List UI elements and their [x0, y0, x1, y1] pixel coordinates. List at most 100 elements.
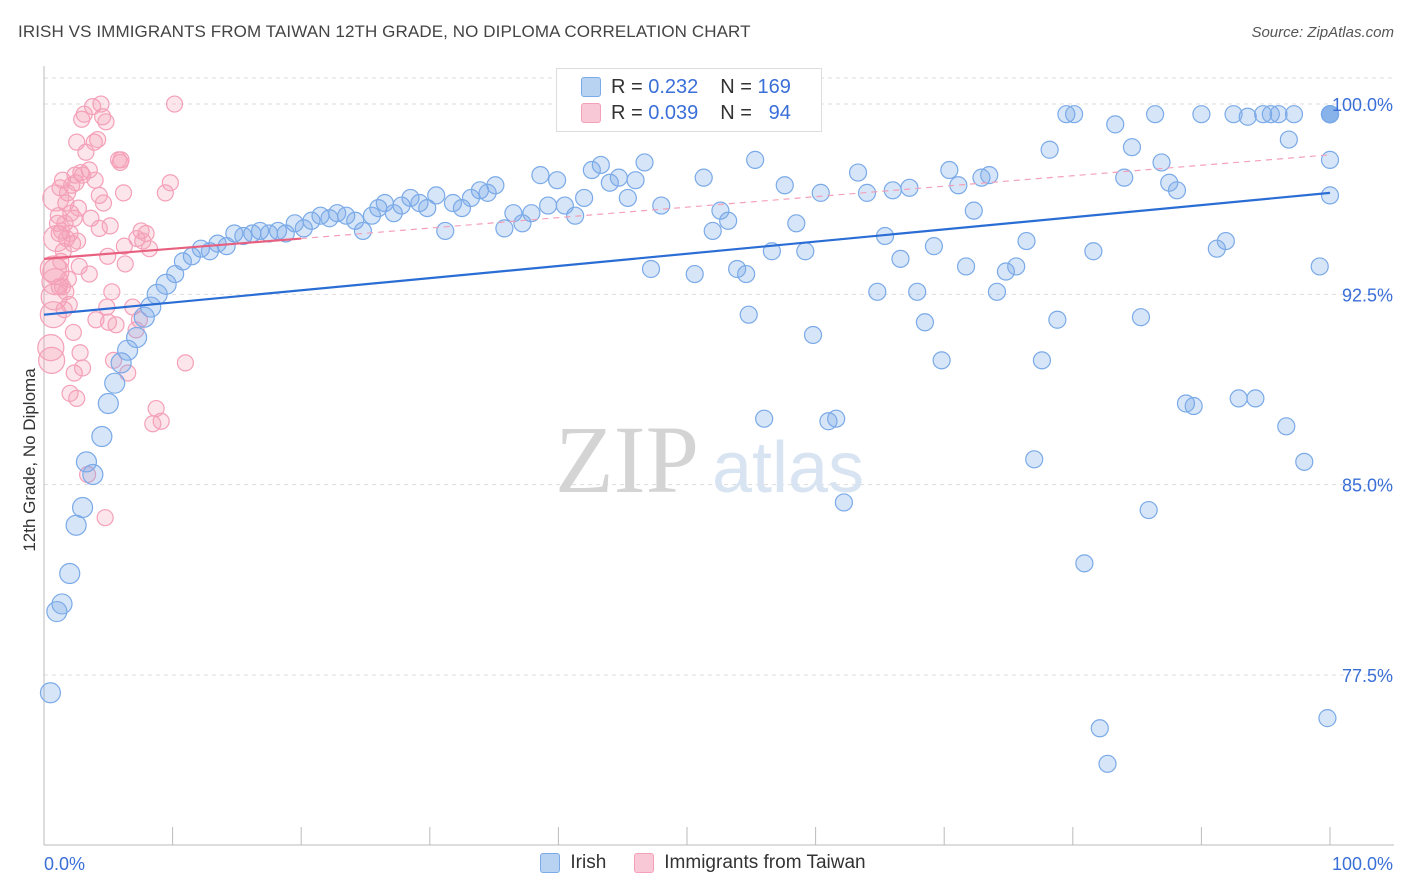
- taiwan-point: [116, 255, 134, 273]
- irish-point: [609, 168, 628, 187]
- irish-point: [1238, 107, 1257, 126]
- taiwan-point: [111, 153, 129, 172]
- legend-row-irish: R = 0.232 N = 169: [581, 75, 791, 99]
- taiwan-point: [115, 237, 133, 255]
- taiwan-trend-line: [43, 237, 302, 260]
- irish-point: [1269, 105, 1288, 124]
- taiwan-point: [101, 217, 119, 235]
- irish-point: [1229, 389, 1248, 408]
- irish-point: [1106, 115, 1125, 134]
- irish-point: [82, 463, 104, 486]
- irish-point: [1131, 308, 1151, 327]
- irish-point: [900, 178, 919, 197]
- taiwan-point: [98, 298, 116, 316]
- legend-label-irish: Irish: [570, 852, 607, 873]
- taiwan-point: [87, 311, 105, 329]
- taiwan-point: [39, 255, 67, 283]
- irish-point: [728, 259, 747, 279]
- irish-point: [719, 211, 738, 230]
- irish-point: [346, 211, 365, 230]
- legend-r-label-irish: R =: [611, 75, 643, 98]
- irish-point: [1064, 105, 1084, 124]
- y-tick-label: 100.0%: [1332, 95, 1393, 115]
- irish-point: [1261, 105, 1280, 124]
- irish-point: [436, 221, 455, 241]
- irish-point: [924, 237, 944, 256]
- irish-point: [775, 176, 794, 195]
- taiwan-point: [65, 209, 83, 227]
- irish-point: [1310, 257, 1329, 276]
- irish-point: [1017, 231, 1036, 251]
- irish-point: [787, 214, 806, 233]
- irish-point: [495, 219, 514, 238]
- irish-point: [1098, 754, 1117, 773]
- taiwan-point: [69, 199, 88, 217]
- x-tick-label: 0.0%: [44, 854, 85, 874]
- taiwan-point: [176, 354, 194, 372]
- irish-point: [539, 196, 558, 215]
- taiwan-point: [114, 184, 133, 202]
- taiwan-point: [65, 364, 83, 382]
- irish-point: [133, 306, 155, 328]
- irish-point: [915, 313, 935, 332]
- irish-point: [337, 206, 356, 225]
- irish-point: [1279, 130, 1298, 149]
- irish-point: [618, 188, 637, 208]
- taiwan-point: [86, 171, 104, 189]
- irish-point: [1192, 105, 1211, 124]
- irish-point: [1025, 450, 1044, 469]
- irish-point: [685, 264, 704, 284]
- legend-swatch-taiwan: [581, 103, 601, 123]
- taiwan-point: [96, 509, 114, 527]
- irish-point: [1167, 181, 1187, 200]
- irish-point: [1032, 351, 1052, 370]
- irish-point: [932, 351, 951, 370]
- irish-point: [452, 198, 472, 218]
- legend-item-taiwan: Immigrants from Taiwan: [634, 852, 866, 874]
- irish-point: [635, 153, 654, 172]
- x-tick-label: 100.0%: [1332, 854, 1393, 874]
- irish-point: [1075, 554, 1094, 573]
- irish-point: [834, 493, 853, 512]
- irish-point: [362, 206, 382, 225]
- irish-point: [1184, 396, 1203, 416]
- taiwan-point: [68, 232, 87, 250]
- series-taiwan-points: [37, 95, 194, 527]
- irish-point: [652, 196, 671, 215]
- irish-point: [796, 242, 815, 261]
- legend-r-label-taiwan: R =: [611, 101, 643, 124]
- irish-point: [302, 211, 321, 230]
- legend-n-value-taiwan: 94: [768, 101, 791, 124]
- irish-point: [125, 326, 148, 349]
- irish-point: [65, 514, 87, 536]
- irish-point: [548, 171, 567, 190]
- irish-point: [755, 409, 774, 428]
- irish-point: [1152, 153, 1171, 172]
- irish-point: [1320, 105, 1340, 124]
- taiwan-point: [71, 344, 89, 362]
- irish-point: [1048, 310, 1067, 329]
- taiwan-point: [156, 184, 174, 202]
- irish-point: [1007, 257, 1026, 276]
- legend-n-value-irish: 169: [757, 75, 791, 98]
- irish-point: [566, 206, 585, 225]
- taiwan-point: [73, 359, 92, 377]
- taiwan-point: [80, 265, 98, 283]
- irish-point: [531, 166, 550, 185]
- irish-point: [964, 201, 983, 220]
- irish-point: [1084, 242, 1103, 261]
- taiwan-point: [90, 219, 108, 237]
- taiwan-point: [104, 351, 123, 369]
- taiwan-point: [53, 171, 72, 189]
- taiwan-point: [99, 247, 117, 265]
- irish-point: [1254, 105, 1273, 124]
- taiwan-point: [132, 222, 150, 240]
- irish-point: [294, 219, 313, 238]
- irish-point: [582, 160, 601, 180]
- irish-point: [110, 352, 132, 374]
- irish-point: [427, 186, 446, 205]
- irish-point: [443, 193, 463, 213]
- taiwan-point: [161, 174, 179, 192]
- irish-point: [891, 249, 910, 268]
- legend-swatch-irish-bottom: [540, 853, 561, 873]
